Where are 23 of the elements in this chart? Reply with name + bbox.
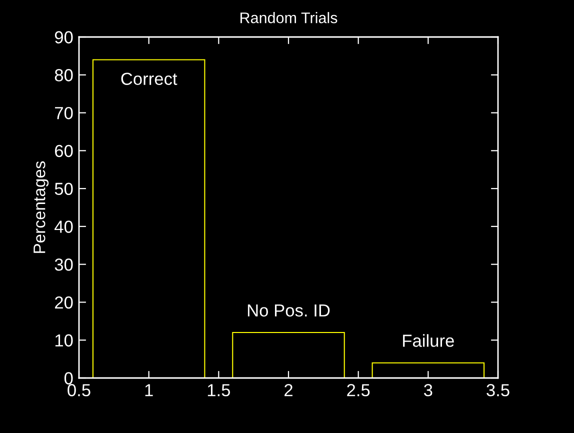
x-tick-label: 1 xyxy=(145,384,153,396)
chart-title: Random Trials xyxy=(240,12,338,24)
y-tick-label: 30 xyxy=(54,258,73,271)
y-tick-label: 90 xyxy=(54,31,73,44)
x-tick-label: 3.5 xyxy=(486,384,510,396)
x-tick-label: 2.5 xyxy=(347,384,370,396)
y-tick-label: 70 xyxy=(55,106,73,120)
x-tick-label: 0.5 xyxy=(68,384,90,396)
x-tick-label: 1.5 xyxy=(208,384,230,396)
x-tick-label: 2 xyxy=(284,384,292,396)
y-tick-label: 80 xyxy=(54,69,73,82)
y-tick-label: 0 xyxy=(64,372,73,384)
y-tick-label: 20 xyxy=(55,296,73,309)
annotation: No Pos. ID xyxy=(248,304,330,317)
bar xyxy=(92,59,206,378)
y-tick-label: 10 xyxy=(55,334,73,347)
annotation: Failure xyxy=(403,334,454,347)
annotation: Correct xyxy=(121,72,178,85)
x-tick-label: 3 xyxy=(424,384,432,396)
y-tick-label: 40 xyxy=(54,220,73,233)
y-tick-label: 50 xyxy=(54,182,73,196)
y-axis-title: Percentages xyxy=(34,161,49,253)
y-tick-label: 60 xyxy=(55,144,73,158)
